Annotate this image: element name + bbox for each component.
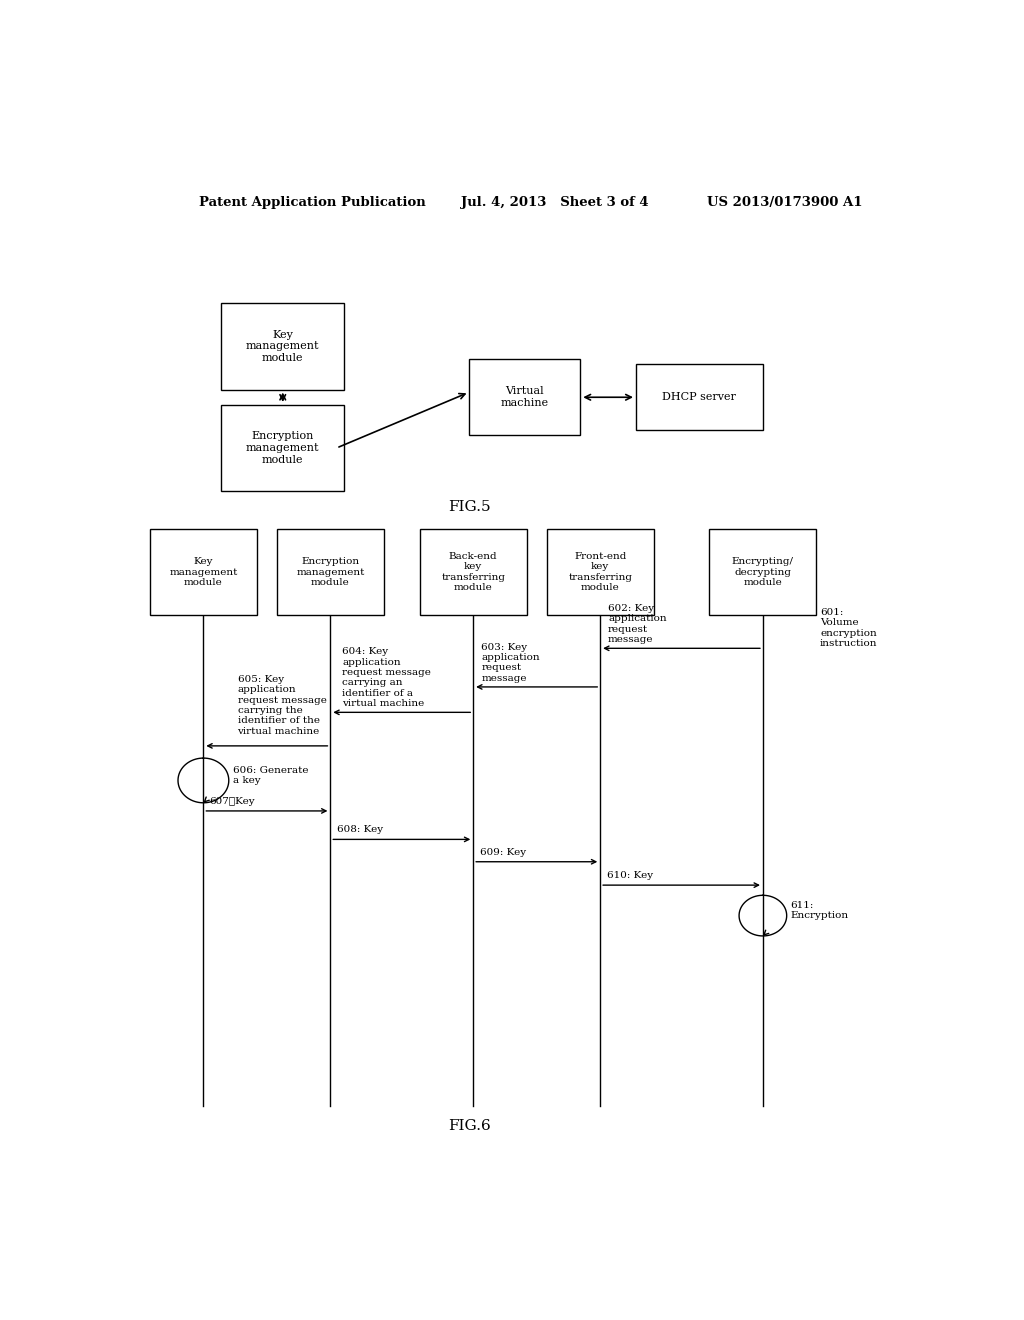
Text: 603: Key
application
request
message: 603: Key application request message [481, 643, 540, 682]
FancyBboxPatch shape [150, 529, 257, 615]
Text: 601:
Volume
encryption
instruction: 601: Volume encryption instruction [820, 609, 878, 648]
FancyBboxPatch shape [547, 529, 653, 615]
Text: Jul. 4, 2013   Sheet 3 of 4: Jul. 4, 2013 Sheet 3 of 4 [461, 195, 649, 209]
FancyBboxPatch shape [710, 529, 816, 615]
Text: 606: Generate
a key: 606: Generate a key [232, 766, 308, 785]
Text: 610: Key: 610: Key [606, 871, 652, 880]
Text: Key
management
module: Key management module [246, 330, 319, 363]
Text: 602: Key
application
request
message: 602: Key application request message [608, 605, 667, 644]
Text: 604: Key
application
request message
carrying an
identifier of a
virtual machine: 604: Key application request message car… [342, 647, 431, 709]
FancyBboxPatch shape [276, 529, 384, 615]
Text: Back-end
key
transferring
module: Back-end key transferring module [441, 552, 505, 593]
Text: FIG.6: FIG.6 [447, 1119, 490, 1133]
Text: 605: Key
application
request message
carrying the
identifier of the
virtual mach: 605: Key application request message car… [238, 675, 327, 735]
Text: Encrypting/
decrypting
module: Encrypting/ decrypting module [732, 557, 794, 587]
Text: Encryption
management
module: Encryption management module [246, 432, 319, 465]
FancyBboxPatch shape [221, 304, 344, 389]
FancyBboxPatch shape [221, 405, 344, 491]
Text: US 2013/0173900 A1: US 2013/0173900 A1 [708, 195, 863, 209]
Text: 608: Key: 608: Key [337, 825, 383, 834]
Text: Key
management
module: Key management module [169, 557, 238, 587]
Text: 611:
Encryption: 611: Encryption [791, 900, 849, 920]
Text: 607：Key: 607：Key [210, 797, 255, 805]
Text: Encryption
management
module: Encryption management module [296, 557, 365, 587]
Text: Virtual
machine: Virtual machine [501, 387, 549, 408]
FancyBboxPatch shape [420, 529, 526, 615]
Text: Front-end
key
transferring
module: Front-end key transferring module [568, 552, 632, 593]
Text: 609: Key: 609: Key [479, 847, 525, 857]
FancyBboxPatch shape [636, 364, 763, 430]
FancyBboxPatch shape [469, 359, 581, 436]
Text: Patent Application Publication: Patent Application Publication [200, 195, 426, 209]
Text: DHCP server: DHCP server [663, 392, 736, 403]
Text: FIG.5: FIG.5 [447, 500, 490, 513]
